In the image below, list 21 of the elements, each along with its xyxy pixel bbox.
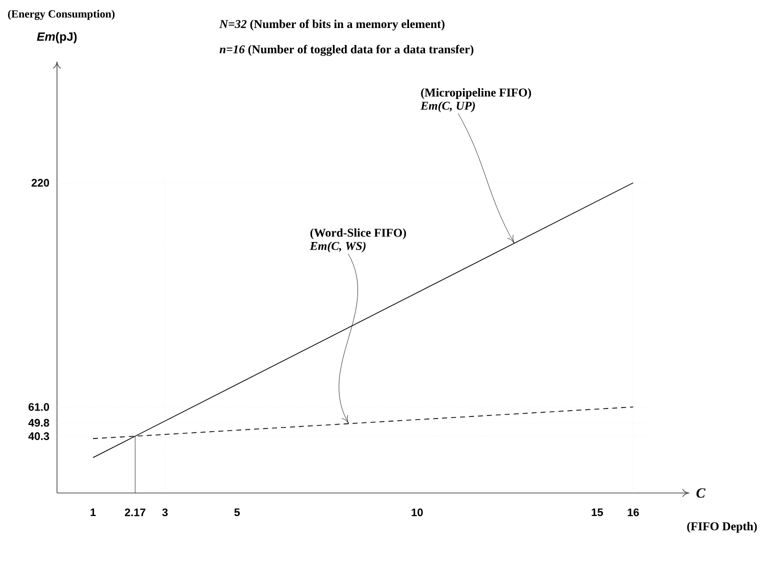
annotation: Em(C, WS) [310,242,366,252]
y-tick-label: 49.8 [28,418,50,427]
x-tick-label: 16 [628,508,639,516]
y-tick-label: 220 [32,178,50,187]
y-tick-label: 40.3 [28,432,50,440]
x-tick-label: 5 [234,508,240,516]
annotation: Em(C, UP) [420,101,475,112]
text: N=32 (Number of bits in a memory element) [219,20,444,31]
chart-title: (Energy Consumption) [8,10,115,20]
x-tick-label: 2.17 [124,508,146,516]
x-tick-label: 1 [90,508,96,516]
text: (Word-Slice FIFO) [310,228,406,240]
text: (FIFO Depth) [687,522,757,533]
text: n=16 (Number of toggled data for a data transfer) [220,44,474,56]
y-tick-label: 61.0 [28,403,50,411]
x-tick-label: 10 [412,508,423,516]
x-tick-label: 3 [162,508,168,516]
x-axis-title: C [696,488,706,498]
y-axis-title: Em(pJ) [36,32,77,44]
x-tick-label: 15 [592,508,603,516]
text: (Micropipeline FIFO) [421,88,532,99]
